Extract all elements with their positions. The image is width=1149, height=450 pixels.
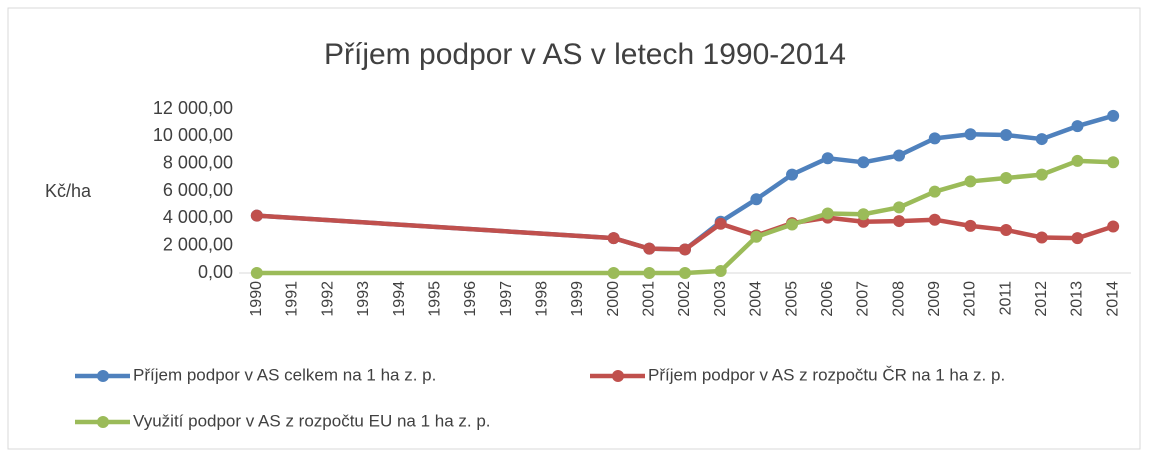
y-tick-label: 2 000,00 xyxy=(163,234,233,254)
data-point xyxy=(893,149,906,162)
data-point xyxy=(928,213,941,226)
x-tick-label: 1993 xyxy=(355,281,372,317)
x-tick-label: 2011 xyxy=(997,281,1014,316)
y-tick-label: 8 000,00 xyxy=(163,152,233,172)
data-point xyxy=(1107,156,1120,169)
series-line xyxy=(256,158,1114,276)
x-tick-label: 1995 xyxy=(426,281,443,317)
data-point xyxy=(1071,154,1084,167)
data-point xyxy=(643,242,656,255)
y-tick-label: 0,00 xyxy=(198,262,233,282)
data-point xyxy=(1071,232,1084,245)
legend-marker xyxy=(97,370,109,382)
data-point xyxy=(714,217,727,230)
x-tick-label: 1999 xyxy=(569,281,586,317)
data-point xyxy=(964,219,977,232)
chart-title: Příjem podpor v AS v letech 1990-2014 xyxy=(324,38,846,71)
data-point xyxy=(821,207,834,220)
x-tick-label: 2012 xyxy=(1033,281,1050,317)
data-point xyxy=(750,230,763,243)
x-tick-label: 2007 xyxy=(855,281,872,317)
x-tick-label: 2009 xyxy=(926,281,943,317)
x-tick-label: 2006 xyxy=(819,281,836,317)
x-tick-label: 2002 xyxy=(676,281,693,317)
data-point xyxy=(679,243,691,256)
x-tick-label: 2001 xyxy=(641,281,658,317)
data-point xyxy=(250,209,263,222)
x-tick-label: 1997 xyxy=(498,281,515,317)
x-tick-label: 1994 xyxy=(391,281,408,317)
y-tick-label: 10 000,00 xyxy=(153,125,233,145)
series-line xyxy=(256,213,1114,252)
data-point xyxy=(607,267,620,279)
x-tick-label: 1998 xyxy=(533,281,550,317)
x-tick-label: 1992 xyxy=(319,281,336,317)
x-tick-label: 1990 xyxy=(248,281,265,317)
x-tick-label: 1991 xyxy=(284,281,301,317)
data-point xyxy=(679,267,691,279)
data-point xyxy=(821,152,834,165)
data-point xyxy=(643,267,656,279)
data-point xyxy=(607,232,620,245)
x-tick-label: 2003 xyxy=(712,281,729,317)
data-point xyxy=(1000,172,1013,185)
legend-marker xyxy=(612,370,624,382)
y-tick-label: 4 000,00 xyxy=(163,207,233,227)
data-point xyxy=(714,264,727,277)
x-tick-label: 2010 xyxy=(962,281,979,317)
legend-label: Využití podpor v AS z rozpočtu EU na 1 h… xyxy=(133,411,491,430)
legend-label: Příjem podpor v AS celkem na 1 ha z. p. xyxy=(133,365,436,384)
data-point xyxy=(1107,220,1120,233)
data-point xyxy=(964,128,977,141)
y-tick-label: 6 000,00 xyxy=(163,180,233,200)
data-point xyxy=(1035,133,1048,146)
data-point xyxy=(786,168,799,181)
chart-border xyxy=(7,7,1141,450)
data-point xyxy=(964,175,977,188)
legend-label: Příjem podpor v AS z rozpočtu ČR na 1 ha… xyxy=(648,365,1005,384)
data-point xyxy=(893,215,906,228)
data-point xyxy=(893,201,906,214)
data-point xyxy=(928,132,941,145)
x-tick-label: 2000 xyxy=(605,281,622,317)
x-tick-label: 2004 xyxy=(748,281,765,317)
y-axis-label: Kč/ha xyxy=(45,181,92,201)
data-point xyxy=(857,208,870,221)
x-tick-label: 2008 xyxy=(890,281,907,317)
data-point xyxy=(1107,109,1120,122)
x-tick-label: 2005 xyxy=(783,281,800,317)
x-tick-label: 1996 xyxy=(462,281,479,317)
x-tick-label: 2014 xyxy=(1104,281,1121,317)
data-point xyxy=(750,193,763,206)
data-point xyxy=(928,185,941,198)
data-point xyxy=(1071,120,1084,133)
y-tick-label: 12 000,00 xyxy=(153,98,233,118)
data-point xyxy=(786,218,799,231)
x-tick-label: 2013 xyxy=(1069,281,1086,317)
data-point xyxy=(1000,223,1013,236)
data-point xyxy=(857,156,870,169)
data-point xyxy=(250,267,263,279)
data-point xyxy=(1035,231,1048,244)
legend-marker xyxy=(97,416,109,428)
data-point xyxy=(1035,168,1048,181)
data-point xyxy=(1000,128,1013,141)
